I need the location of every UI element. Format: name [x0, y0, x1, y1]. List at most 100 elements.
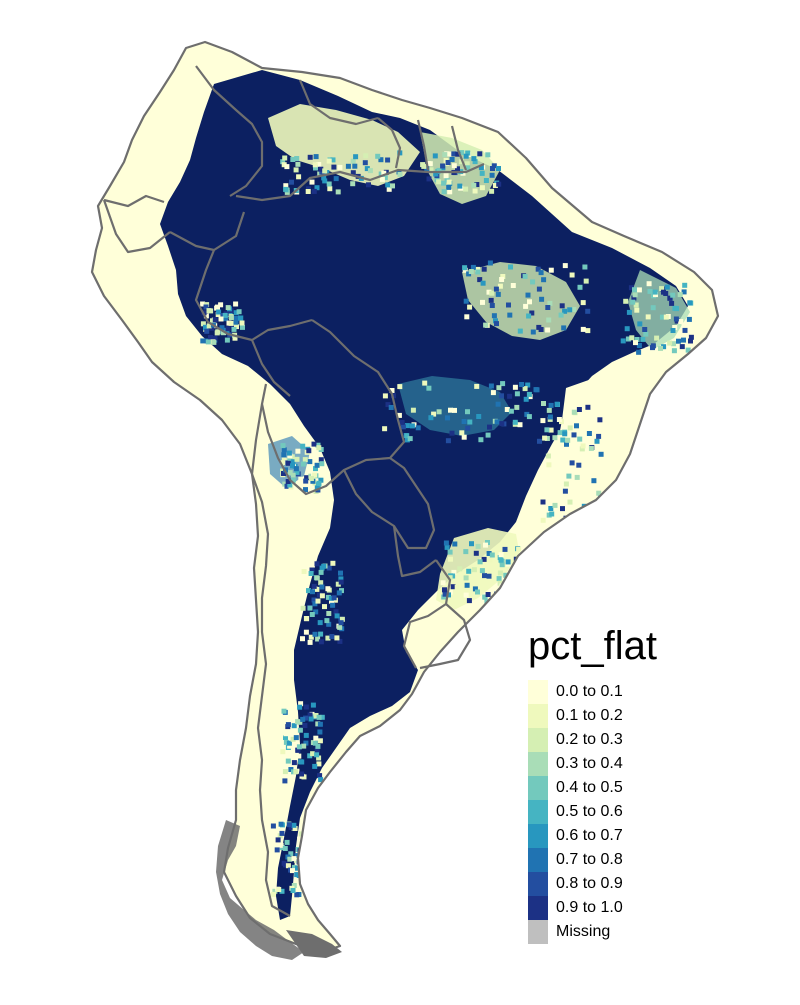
grid-cell — [292, 826, 298, 831]
grid-cell — [338, 570, 343, 576]
grid-cell — [315, 598, 321, 604]
grid-cell — [488, 383, 494, 389]
grid-cell — [540, 499, 546, 505]
grid-cell — [449, 430, 455, 436]
grid-cell — [388, 405, 394, 410]
grid-cell — [591, 514, 597, 520]
grid-cell — [508, 408, 514, 414]
grid-cell — [286, 740, 292, 746]
grid-cell — [300, 716, 306, 722]
grid-cell — [478, 437, 484, 443]
grid-cell — [442, 591, 448, 597]
grid-cell — [311, 188, 317, 194]
grid-cell — [307, 605, 313, 611]
grid-cell — [479, 568, 485, 574]
grid-cell — [514, 391, 520, 397]
grid-cell — [375, 153, 381, 159]
grid-cell — [577, 436, 583, 442]
grid-cell — [565, 437, 571, 443]
grid-cell — [642, 327, 648, 332]
legend-label: 0.5 to 0.6 — [556, 803, 623, 820]
grid-cell — [313, 466, 318, 472]
grid-cell — [576, 407, 582, 412]
grid-cell — [548, 427, 554, 433]
grid-cell — [465, 409, 470, 415]
legend-swatch — [528, 848, 548, 872]
grid-cell — [316, 162, 322, 167]
grid-cell — [552, 435, 558, 441]
grid-cell — [571, 432, 577, 438]
grid-cell — [218, 302, 224, 308]
grid-cell — [302, 723, 308, 728]
grid-cell — [290, 459, 296, 465]
grid-cell — [558, 312, 564, 318]
grid-cell — [304, 846, 310, 852]
grid-cell — [446, 184, 452, 190]
grid-cell — [233, 310, 239, 316]
grid-cell — [493, 318, 498, 324]
grid-cell — [465, 425, 471, 431]
grid-cell — [345, 163, 351, 169]
grid-cell — [330, 560, 336, 566]
grid-cell — [303, 629, 309, 635]
grid-cell — [306, 448, 312, 454]
grid-cell — [574, 423, 579, 429]
grid-cell — [664, 284, 670, 290]
grid-cell — [234, 315, 239, 321]
grid-cell — [314, 561, 320, 567]
grid-cell — [483, 322, 489, 328]
grid-cell — [546, 317, 552, 323]
grid-cell — [317, 729, 323, 735]
grid-cell — [447, 189, 453, 195]
grid-cell — [318, 639, 324, 645]
grid-cell — [585, 404, 591, 410]
grid-cell — [390, 183, 395, 189]
grid-cell — [219, 325, 225, 331]
grid-cell — [499, 421, 505, 427]
grid-cell — [203, 313, 209, 319]
grid-cell — [331, 595, 337, 601]
grid-cell — [567, 499, 573, 505]
grid-cell — [301, 569, 307, 574]
grid-cell — [280, 460, 286, 466]
grid-cell — [530, 279, 536, 285]
legend-swatch — [528, 680, 548, 704]
grid-cell — [297, 727, 303, 733]
grid-cell — [231, 326, 237, 332]
grid-cell — [337, 164, 343, 170]
grid-cell — [512, 419, 518, 425]
grid-cell — [436, 409, 442, 415]
grid-cell — [516, 546, 522, 552]
grid-cell — [310, 702, 316, 708]
grid-cell — [312, 631, 318, 637]
legend-item: 0.8 to 0.9 — [528, 872, 728, 896]
grid-cell — [620, 338, 626, 344]
grid-cell — [519, 555, 525, 561]
grid-cell — [489, 290, 495, 296]
grid-cell — [663, 291, 669, 296]
grid-cell — [305, 844, 311, 850]
grid-cell — [518, 568, 524, 574]
grid-cell — [330, 602, 336, 608]
grid-cell — [594, 438, 600, 444]
grid-cell — [319, 584, 325, 590]
grid-cell — [470, 264, 476, 270]
grid-cell — [210, 318, 215, 324]
grid-cell — [211, 339, 217, 345]
grid-cell — [561, 325, 567, 331]
grid-cell — [286, 822, 292, 828]
grid-cell — [486, 573, 492, 579]
grid-cell — [203, 325, 208, 331]
grid-cell — [441, 594, 447, 600]
legend-label: 0.4 to 0.5 — [556, 779, 623, 796]
grid-cell — [489, 188, 495, 194]
grid-cell — [422, 380, 428, 386]
grid-cell — [240, 324, 245, 330]
grid-cell — [482, 573, 487, 579]
grid-cell — [447, 589, 453, 595]
grid-cell — [317, 620, 323, 626]
grid-cell — [461, 434, 467, 440]
grid-cell — [296, 174, 302, 180]
grid-cell — [287, 470, 293, 476]
